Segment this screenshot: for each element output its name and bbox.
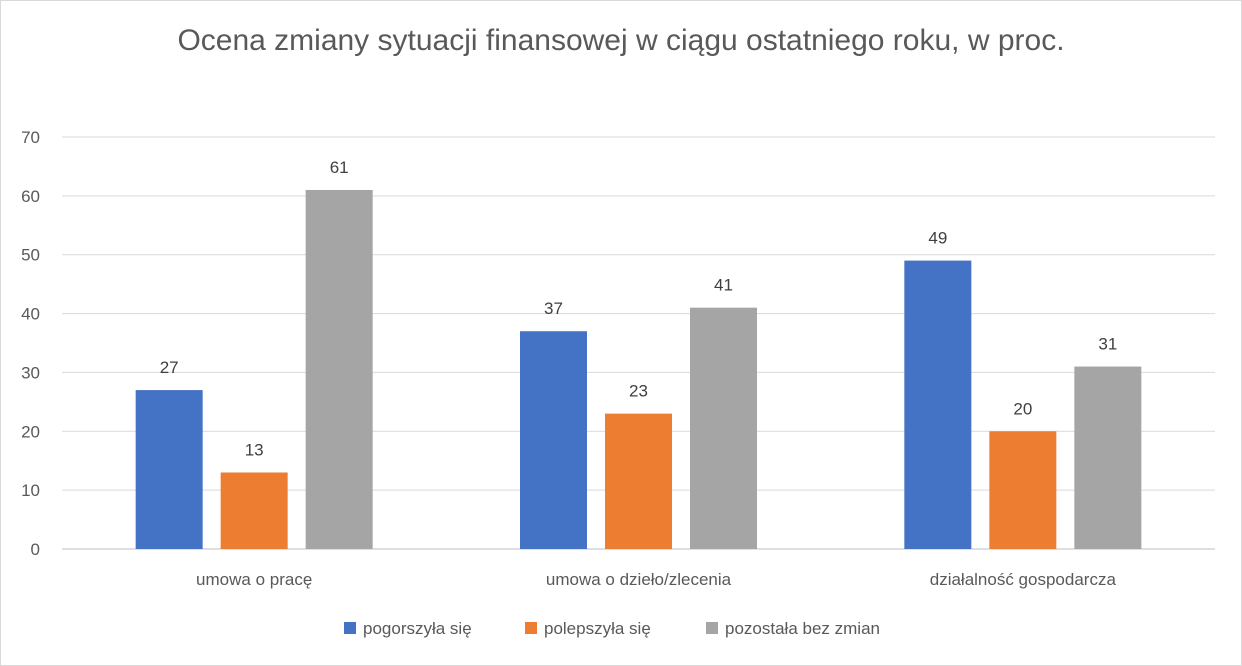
y-tick-label: 30 [21, 363, 40, 382]
data-label: 31 [1098, 335, 1117, 354]
bar [904, 260, 972, 549]
bar [690, 307, 757, 549]
y-tick-label: 60 [21, 187, 40, 206]
legend-label: pogorszyła się [363, 619, 472, 638]
bar [220, 472, 288, 549]
bar [1074, 366, 1142, 549]
y-tick-label: 40 [21, 305, 40, 324]
chart-title: Ocena zmiany sytuacji finansowej w ciągu… [177, 24, 1065, 57]
data-label: 13 [245, 440, 264, 459]
data-label: 61 [330, 158, 349, 177]
data-label: 37 [544, 299, 563, 318]
category-label: umowa o pracę [196, 570, 312, 589]
category-label: umowa o dzieło/zlecenia [546, 570, 732, 589]
data-labels: 27 13 61 37 23 41 49 20 31 [160, 158, 1118, 460]
category-labels: umowa o pracę umowa o dzieło/zlecenia dzia… [196, 570, 1116, 589]
data-label: 23 [629, 382, 648, 401]
y-tick-label: 20 [21, 422, 40, 441]
bars [135, 189, 1142, 549]
y-tick-label: 50 [21, 246, 40, 265]
legend-label: pozostała bez zmian [725, 619, 880, 638]
data-label: 41 [714, 276, 733, 295]
bar [305, 189, 373, 549]
y-tick-label: 10 [21, 481, 40, 500]
bar [989, 431, 1057, 549]
legend-swatch [344, 622, 356, 634]
y-axis-ticks: 0 10 20 30 40 50 60 70 [21, 128, 40, 559]
bar [520, 331, 587, 549]
category-label: działalność gospodarcza [930, 570, 1117, 589]
y-tick-label: 0 [31, 540, 40, 559]
data-label: 20 [1013, 399, 1032, 418]
bar [135, 390, 203, 549]
legend-label: polepszyła się [544, 619, 651, 638]
y-tick-label: 70 [21, 128, 40, 147]
legend-swatch [525, 622, 537, 634]
legend-swatch [706, 622, 718, 634]
data-label: 27 [160, 358, 179, 377]
bar [605, 413, 672, 549]
data-label: 49 [928, 229, 947, 248]
legend: pogorszyła się polepszyła się pozostała be… [344, 619, 880, 638]
